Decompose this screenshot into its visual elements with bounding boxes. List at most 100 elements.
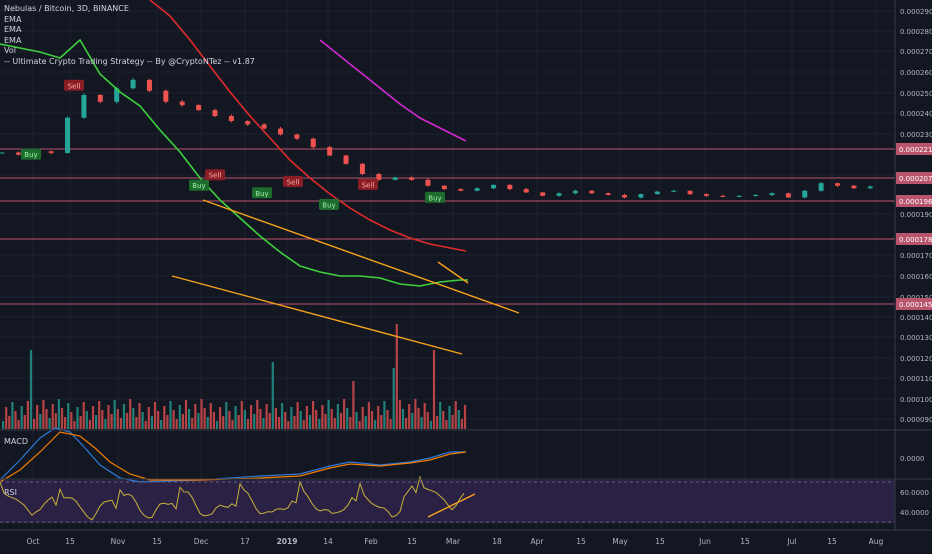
candle-body xyxy=(48,151,54,153)
legend-ema-3[interactable]: EMA xyxy=(4,35,22,45)
volume-bar xyxy=(330,409,333,429)
volume-bar xyxy=(203,408,206,429)
candle-body xyxy=(851,185,857,189)
macd-lines xyxy=(0,427,467,483)
rsi-panel-label[interactable]: RSI xyxy=(4,488,17,497)
volume-bar xyxy=(463,405,467,429)
trend-lines xyxy=(171,199,520,355)
volume-bar xyxy=(392,368,395,429)
candle-body xyxy=(327,147,333,156)
x-tick-label: Aug xyxy=(869,537,884,546)
candle-body xyxy=(507,184,513,190)
volume-bar xyxy=(60,408,64,429)
volume-bar xyxy=(401,409,405,429)
volume-bar xyxy=(91,406,95,429)
volume-bars xyxy=(2,324,467,429)
volume-bar xyxy=(206,417,209,429)
candle-body xyxy=(228,116,234,122)
volume-bar xyxy=(287,421,290,429)
volume-bar xyxy=(234,406,237,429)
volume-bar xyxy=(219,407,222,429)
volume-bar xyxy=(64,417,67,429)
rsi-band xyxy=(0,480,895,523)
volume-bar xyxy=(172,410,175,429)
price-marker-box xyxy=(896,233,932,245)
candle-body xyxy=(490,184,496,189)
signal-buy: Buy xyxy=(425,191,445,203)
price-marker-box xyxy=(896,143,932,155)
volume-bar xyxy=(284,412,287,429)
volume-bar xyxy=(333,418,336,429)
volume-bar xyxy=(88,420,91,429)
volume-bar xyxy=(293,416,296,429)
time-axis: Oct 15 Nov 15 Dec 17 2019 14 Feb 15 Mar 18 Apr 15 May 1… xyxy=(27,537,884,546)
chart-legend: Nebulas / Bitcoin, 3D, BINANCE EMA EMA E… xyxy=(4,4,255,68)
volume-bar xyxy=(138,403,141,429)
candle-body xyxy=(343,155,349,164)
volume-bar xyxy=(197,413,200,429)
candle-body xyxy=(425,179,431,186)
volume-bar xyxy=(429,421,432,429)
volume-bar xyxy=(39,414,42,429)
x-tick-label: Mar xyxy=(446,537,461,546)
candle-body xyxy=(474,188,480,191)
volume-bar xyxy=(308,415,312,429)
candle-body xyxy=(523,189,529,193)
candle-body xyxy=(212,110,218,116)
volume-bar xyxy=(153,402,157,429)
candle-body xyxy=(146,79,152,91)
volume-bar xyxy=(98,401,101,429)
candle-body xyxy=(785,193,791,198)
volume-bar xyxy=(380,415,383,429)
price-marker-box xyxy=(896,298,932,310)
volume-bar xyxy=(296,402,299,429)
volume-bar xyxy=(457,410,460,429)
legend-volume[interactable]: Vol xyxy=(4,46,16,56)
x-tick-label: 18 xyxy=(492,537,502,546)
x-tick-label: 15 xyxy=(65,537,75,546)
legend-strategy[interactable]: -- Ultimate Crypto Trading Strategy -- B… xyxy=(4,56,255,66)
candle-body xyxy=(556,193,562,196)
volume-bar xyxy=(361,407,364,429)
signal-box xyxy=(252,187,272,199)
candle-body xyxy=(654,191,660,195)
legend-ema-2[interactable]: EMA xyxy=(4,25,22,35)
volume-bar xyxy=(29,350,33,429)
candle-body xyxy=(278,128,284,135)
candle-body xyxy=(802,190,808,198)
legend-ema-1[interactable]: EMA xyxy=(4,14,22,24)
volume-bar xyxy=(119,418,122,429)
volume-bar xyxy=(129,399,132,429)
volume-bar xyxy=(107,405,110,429)
candle-body xyxy=(196,105,202,111)
volume-bar xyxy=(45,409,48,429)
macd-panel-label[interactable]: MACD xyxy=(4,437,28,446)
signal-label: Buy xyxy=(255,190,268,198)
volume-bar xyxy=(101,410,104,429)
price-marker: 0.0001782 xyxy=(896,233,932,245)
price-marker: 0.0002077 xyxy=(896,172,932,184)
ema-mid-line xyxy=(149,0,467,252)
macd-signal-line xyxy=(0,431,467,483)
volume-bar xyxy=(33,419,36,429)
candle-body xyxy=(0,152,5,154)
volume-bar xyxy=(302,420,305,429)
macd-tick-label: 0.0000 xyxy=(900,455,925,463)
legend-title[interactable]: Nebulas / Bitcoin, 3D, BINANCE xyxy=(4,4,129,13)
volume-bar xyxy=(67,403,70,429)
volume-bar xyxy=(277,417,281,429)
volume-bar xyxy=(135,417,138,429)
signal-box xyxy=(283,175,303,187)
volume-bar xyxy=(70,412,73,429)
